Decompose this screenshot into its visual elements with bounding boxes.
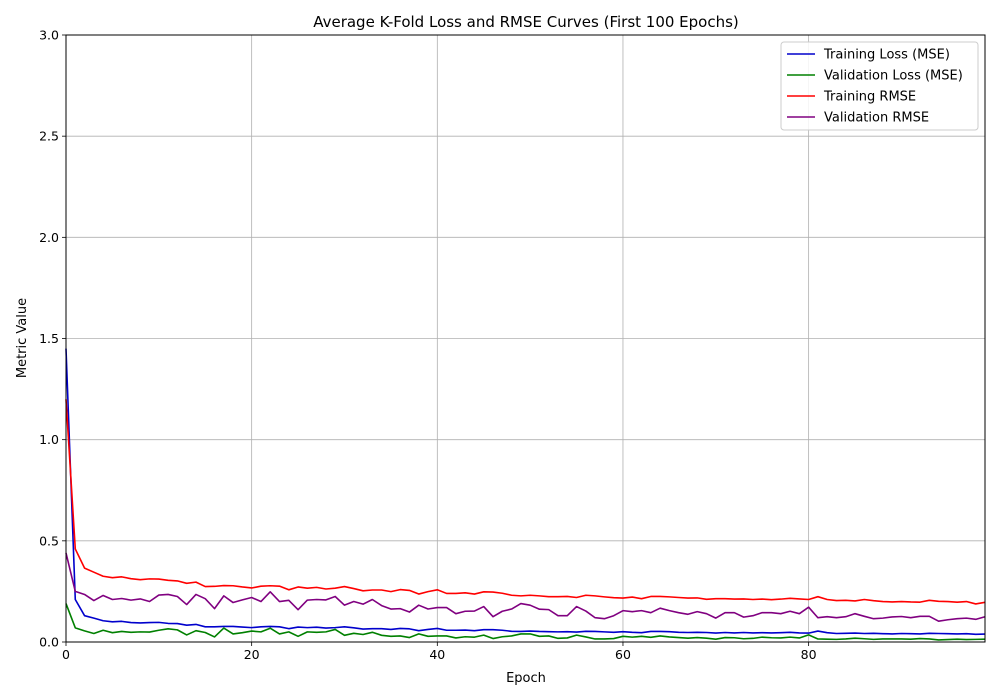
series-line-1 bbox=[65, 603, 986, 641]
x-tick-label: 0 bbox=[62, 647, 70, 662]
chart-title: Average K-Fold Loss and RMSE Curves (Fir… bbox=[313, 13, 739, 31]
y-tick-label: 2.5 bbox=[39, 129, 59, 144]
grid-lines bbox=[65, 34, 985, 643]
legend: Training Loss (MSE) Validation Loss (MSE)… bbox=[780, 41, 979, 131]
y-tick-label: 0.0 bbox=[39, 635, 59, 650]
legend-label: Training Loss (MSE) bbox=[823, 48, 950, 63]
legend-label: Training RMSE bbox=[823, 90, 916, 105]
legend-label: Validation RMSE bbox=[824, 111, 929, 126]
y-tick-label: 1.0 bbox=[39, 432, 59, 447]
y-tick-label: 2.0 bbox=[39, 230, 59, 245]
axis-ticks: 0 20 40 60 80 0.0 0.5 1.0 1.5 2.0 2.5 3.0 bbox=[39, 28, 817, 663]
y-axis-label: Metric Value bbox=[15, 298, 30, 378]
x-tick-label: 80 bbox=[801, 647, 817, 662]
x-tick-label: 40 bbox=[429, 647, 445, 662]
x-tick-label: 60 bbox=[615, 647, 631, 662]
legend-box bbox=[780, 41, 979, 131]
y-tick-label: 1.5 bbox=[39, 331, 59, 346]
series-line-3 bbox=[65, 552, 986, 622]
x-axis-label: Epoch bbox=[506, 671, 546, 686]
series-line-2 bbox=[65, 399, 986, 605]
x-tick-label: 20 bbox=[244, 647, 260, 662]
legend-label: Validation Loss (MSE) bbox=[824, 69, 963, 84]
y-tick-label: 3.0 bbox=[39, 28, 59, 43]
series-line-0 bbox=[65, 348, 986, 636]
series-lines bbox=[65, 348, 986, 641]
y-tick-label: 0.5 bbox=[39, 533, 59, 548]
